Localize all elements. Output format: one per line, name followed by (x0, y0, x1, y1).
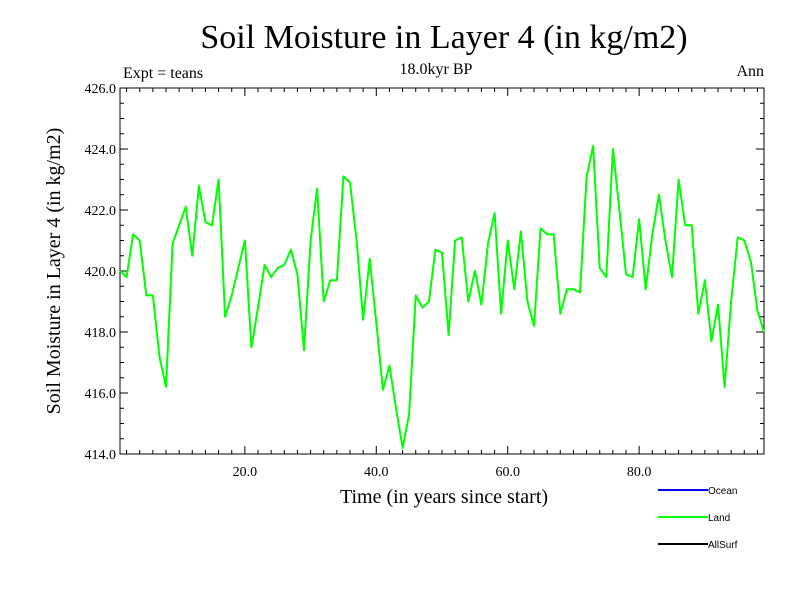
axis-ticks (120, 87, 764, 455)
legend-label-land: Land (708, 513, 730, 524)
y-tick-label: 422.0 (85, 204, 117, 219)
y-tick-label: 426.0 (85, 82, 117, 97)
series-line-land (119, 144, 765, 449)
season-label: Ann (736, 63, 764, 80)
legend-label-allsurf: AllSurf (708, 540, 738, 551)
y-axis-label: Soil Moisture in Layer 4 (in kg/m2) (43, 128, 65, 415)
series-layer (119, 144, 765, 449)
axis-tick-labels: 20.0 40.0 60.0 80.0 414.0 416.0 418.0 420.0 422.… (85, 82, 652, 480)
x-tick-label: 20.0 (233, 465, 258, 480)
x-tick-label: 60.0 (495, 465, 520, 480)
chart-subtitle: 18.0kyr BP (400, 61, 473, 78)
y-tick-label: 420.0 (85, 265, 117, 280)
x-tick-label: 80.0 (627, 465, 652, 480)
legend: Ocean Land AllSurf (658, 486, 738, 551)
legend-label-ocean: Ocean (708, 486, 737, 497)
plot-frame (119, 87, 765, 455)
chart-title: Soil Moisture in Layer 4 (in kg/m2) (200, 19, 687, 56)
x-tick-label: 40.0 (364, 465, 389, 480)
x-axis-label: Time (in years since start) (340, 486, 548, 508)
y-tick-label: 424.0 (85, 143, 117, 158)
y-tick-label: 416.0 (85, 387, 117, 402)
y-tick-label: 414.0 (85, 448, 117, 463)
y-tick-label: 418.0 (85, 326, 117, 341)
experiment-label: Expt = teans (123, 65, 203, 82)
